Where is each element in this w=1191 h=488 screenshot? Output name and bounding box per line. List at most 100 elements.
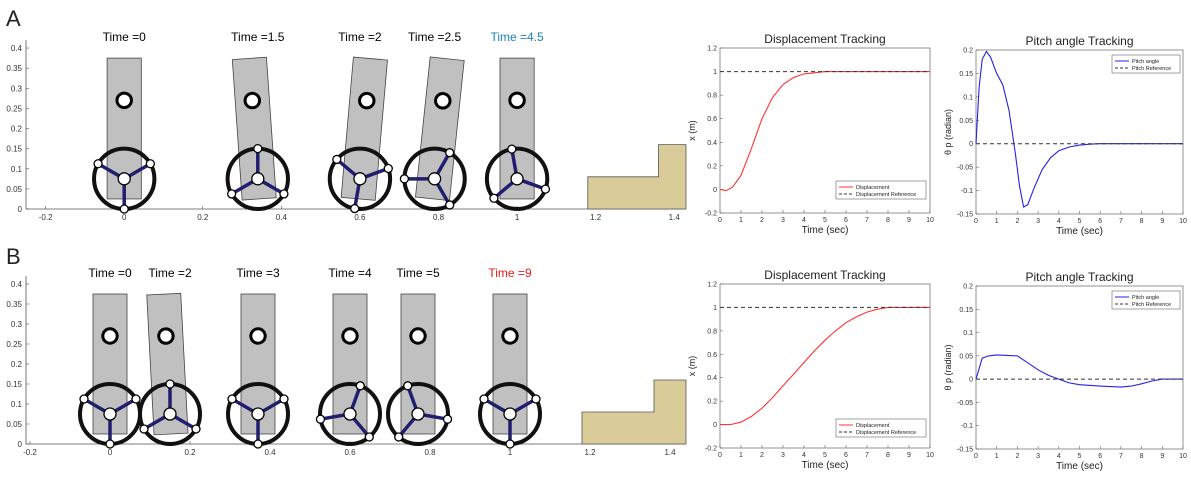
- chart-title: Displacement Tracking: [764, 268, 885, 282]
- x-tick-label: 6: [844, 217, 848, 224]
- step-obstacle: [587, 144, 687, 210]
- x-tick-label: 7: [865, 217, 869, 224]
- spoke-joint: [253, 143, 263, 154]
- legend-entry: Pitch Reference: [1132, 66, 1171, 72]
- time-label: Time =3: [236, 266, 280, 280]
- x-tick-label: 10: [1179, 218, 1187, 225]
- wheel-rim: [327, 146, 393, 211]
- legend-entry: Displacement: [856, 423, 890, 429]
- x-tick-label: 0.6: [354, 213, 366, 222]
- y-axis-label: x (m): [687, 120, 697, 141]
- x-tick-label: 5: [1078, 453, 1082, 460]
- spoke-joint: [442, 414, 453, 424]
- center-of-mass-marker: [157, 327, 175, 345]
- robot-body: [340, 56, 388, 201]
- spoke-joint: [79, 394, 89, 404]
- spoke-joint: [332, 154, 342, 165]
- y-tick-label: 0.4: [11, 280, 23, 289]
- spoke-joint: [445, 148, 455, 158]
- spoke-joint: [139, 424, 149, 434]
- y-tick-label: 0.1: [963, 94, 973, 101]
- y-tick-label: -0.2: [705, 211, 717, 218]
- y-tick-label: 0: [713, 187, 717, 194]
- y-tick-label: 0.05: [959, 118, 973, 125]
- center-of-mass-marker: [249, 327, 267, 345]
- center-of-mass-marker: [501, 327, 519, 345]
- y-tick-label: 0.1: [11, 165, 23, 174]
- y-tick-label: 0.4: [707, 375, 717, 382]
- x-tick-label: 0.2: [197, 213, 209, 222]
- spoke-joint: [279, 189, 289, 199]
- wheel-hub: [353, 172, 367, 186]
- x-tick-label: 2: [760, 452, 764, 459]
- x-tick-label: 1: [739, 217, 743, 224]
- wheel-hub: [251, 172, 265, 186]
- y-tick-label: -0.15: [957, 447, 973, 454]
- x-tick-label: 0.2: [184, 448, 196, 457]
- center-of-mass-marker: [409, 327, 427, 345]
- spoke-joint: [394, 432, 404, 442]
- spoke-joint: [355, 381, 365, 391]
- spoke-joint: [383, 163, 393, 174]
- spoke-joint: [315, 414, 326, 424]
- x-tick-label: 0: [718, 452, 722, 459]
- spoke-joint: [227, 189, 237, 199]
- wheel-hub: [411, 407, 425, 421]
- wheel-hub: [510, 172, 524, 186]
- spoke-joint: [531, 394, 541, 404]
- x-tick-label: 7: [1119, 218, 1123, 225]
- x-tick-label: 6: [1098, 218, 1102, 225]
- center-of-mass-marker: [341, 327, 359, 345]
- y-tick-label: 0.6: [707, 352, 717, 359]
- time-label: Time =9: [488, 266, 532, 280]
- x-tick-label: 0.8: [424, 448, 436, 457]
- x-tick-label: 1.2: [584, 448, 596, 457]
- x-tick-label: 4: [1057, 218, 1061, 225]
- spoke-joint: [540, 184, 551, 194]
- spoke-joint: [403, 381, 413, 391]
- y-tick-label: 0.4: [707, 140, 717, 147]
- y-tick-label: 0.2: [707, 163, 717, 170]
- x-tick-label: 3: [1036, 218, 1040, 225]
- spoke-joint: [364, 432, 374, 442]
- y-tick-label: 0.05: [6, 420, 22, 429]
- spoke-joint: [479, 394, 489, 404]
- wheel-hub: [427, 172, 442, 186]
- x-tick-label: 9: [907, 452, 911, 459]
- time-label: Time =2: [148, 266, 192, 280]
- center-of-mass-marker: [115, 91, 133, 110]
- pitch-chart-a: 0 1 2 3 4 5 6 7 8 9 10 -0.15 -0.1 -0.05 0 0.05 0.1 0.15 0.…: [943, 34, 1187, 237]
- x-tick-label: 0.8: [433, 213, 445, 222]
- robot-snapshot: [340, 56, 388, 201]
- wheel-hub: [503, 407, 517, 421]
- wheel-hub: [251, 407, 265, 421]
- x-tick-label: 1.4: [664, 448, 676, 457]
- robot-body: [146, 292, 189, 436]
- wheel-hub: [163, 407, 177, 421]
- x-tick-label: 0.6: [344, 448, 356, 457]
- y-tick-label: 0.15: [959, 71, 973, 78]
- robot-snapshot: [231, 56, 277, 201]
- x-tick-label: 5: [1078, 218, 1082, 225]
- center-of-mass-marker: [358, 91, 376, 110]
- y-tick-label: 0.05: [959, 353, 973, 360]
- y-tick-label: 0: [969, 377, 973, 384]
- y-tick-label: 0.25: [6, 340, 22, 349]
- spoke-joint: [165, 379, 175, 389]
- spoke-joint: [93, 159, 103, 169]
- time-label: Time =0: [103, 30, 147, 44]
- scene-plot-a: 0 0.05 0.1 0.15 0.2 0.25 0.3 0.35 0.4 -0.2 0 0.2 0.4…: [6, 30, 687, 222]
- spoke-joint: [131, 394, 141, 404]
- center-of-mass-marker: [508, 91, 526, 110]
- x-axis-label: Time (sec): [1056, 461, 1103, 472]
- center-of-mass-marker: [434, 92, 452, 110]
- plot-area: [975, 49, 1184, 215]
- wheel-hub: [343, 407, 357, 421]
- x-tick-label: 8: [886, 217, 890, 224]
- displacement-chart-b: 0 1 2 3 4 5 6 7 8 9 10-0.200.20.40.60.811.2Displac…: [687, 268, 934, 471]
- y-tick-label: -0.1: [961, 423, 973, 430]
- x-tick-label: 2: [760, 217, 764, 224]
- y-tick-label: 1.2: [707, 282, 717, 289]
- x-tick-label: 1: [739, 452, 743, 459]
- time-label: Time =2.5: [408, 30, 462, 44]
